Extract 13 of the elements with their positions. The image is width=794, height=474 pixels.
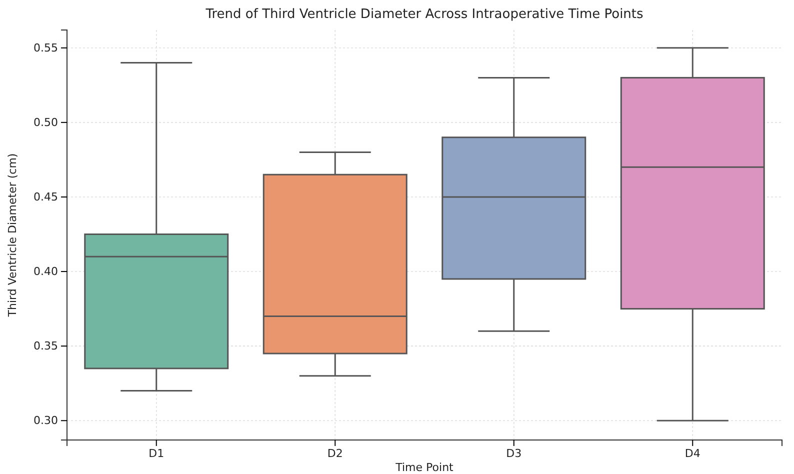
- y-tick-label: 0.55: [34, 41, 58, 54]
- y-tick-label: 0.35: [34, 340, 58, 353]
- chart-title: Trend of Third Ventricle Diameter Across Intraoperative Time Points: [204, 7, 644, 22]
- x-tick-label: D2: [327, 446, 343, 460]
- x-tick-label: D1: [148, 446, 164, 460]
- x-tick-label: D3: [506, 446, 522, 460]
- y-tick-label: 0.50: [34, 116, 58, 129]
- y-tick-label: 0.40: [34, 265, 58, 278]
- x-axis-title: Time Point: [394, 461, 454, 474]
- y-tick-label: 0.30: [34, 414, 58, 428]
- x-tick-label: D4: [684, 446, 700, 460]
- y-tick-label: 0.45: [34, 190, 58, 204]
- y-axis-title: Third Ventricle Diameter (cm): [6, 153, 19, 318]
